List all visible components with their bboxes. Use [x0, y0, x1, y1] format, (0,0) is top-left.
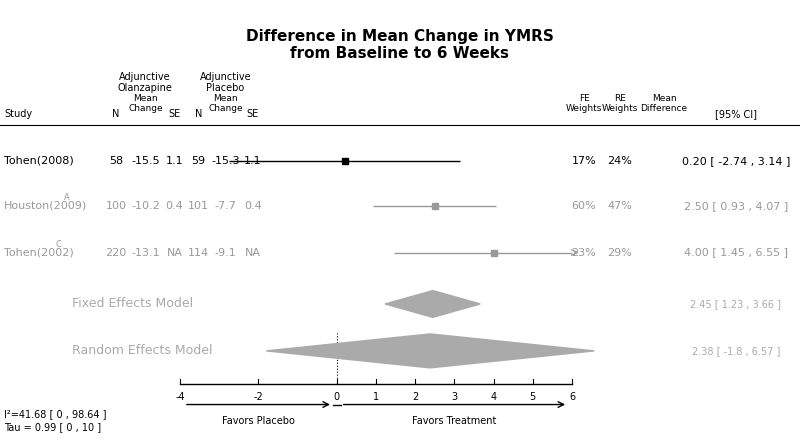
Text: 6: 6: [569, 392, 575, 402]
Text: Houston(2009): Houston(2009): [4, 201, 87, 211]
Text: 24%: 24%: [607, 156, 633, 166]
Text: NA: NA: [245, 248, 261, 257]
Text: -15.3: -15.3: [211, 156, 240, 166]
Text: Tohen(2002): Tohen(2002): [4, 248, 74, 257]
Text: FE
Weights: FE Weights: [566, 94, 602, 113]
Text: 100: 100: [106, 201, 126, 211]
Text: -2: -2: [254, 392, 263, 402]
Text: RE
Weights: RE Weights: [602, 94, 638, 113]
Text: Study: Study: [4, 109, 32, 119]
Text: Mean
Difference: Mean Difference: [641, 94, 687, 113]
Text: 2: 2: [412, 392, 418, 402]
Text: -10.2: -10.2: [131, 201, 160, 211]
Text: Favors Placebo: Favors Placebo: [222, 416, 295, 426]
Text: 0.4: 0.4: [244, 201, 262, 211]
Text: Random Effects Model: Random Effects Model: [72, 344, 213, 358]
Text: Favors Treatment: Favors Treatment: [412, 416, 497, 426]
Text: 23%: 23%: [572, 248, 596, 257]
Text: 47%: 47%: [607, 201, 633, 211]
Text: 1.1: 1.1: [244, 156, 262, 166]
Text: Difference in Mean Change in YMRS
from Baseline to 6 Weeks: Difference in Mean Change in YMRS from B…: [246, 29, 554, 61]
Polygon shape: [266, 334, 594, 368]
Text: I²=41.68 [ 0 , 98.64 ]: I²=41.68 [ 0 , 98.64 ]: [4, 409, 106, 419]
Text: 58: 58: [109, 156, 123, 166]
Text: 101: 101: [188, 201, 209, 211]
Text: SE: SE: [246, 109, 259, 119]
Text: 2.50 [ 0.93 , 4.07 ]: 2.50 [ 0.93 , 4.07 ]: [684, 201, 788, 211]
Text: N: N: [112, 109, 120, 119]
Text: 59: 59: [191, 156, 206, 166]
Text: 3: 3: [451, 392, 458, 402]
Text: Fixed Effects Model: Fixed Effects Model: [72, 297, 193, 311]
Text: 0.4: 0.4: [166, 201, 183, 211]
Text: A: A: [64, 193, 70, 202]
Text: Adjunctive
Olanzapine: Adjunctive Olanzapine: [118, 72, 173, 93]
Text: 4: 4: [490, 392, 497, 402]
Text: 1.1: 1.1: [166, 156, 183, 166]
Text: 0: 0: [334, 392, 340, 402]
Text: Mean
Change: Mean Change: [128, 94, 163, 113]
Text: Tohen(2008): Tohen(2008): [4, 156, 74, 166]
Text: NA: NA: [166, 248, 182, 257]
Polygon shape: [385, 291, 480, 317]
Text: 2.45 [ 1.23 , 3.66 ]: 2.45 [ 1.23 , 3.66 ]: [690, 299, 782, 309]
Text: SE: SE: [168, 109, 181, 119]
Text: 4.00 [ 1.45 , 6.55 ]: 4.00 [ 1.45 , 6.55 ]: [684, 248, 788, 257]
Text: 1: 1: [373, 392, 379, 402]
Text: -13.1: -13.1: [131, 248, 160, 257]
Text: Mean
Change: Mean Change: [208, 94, 243, 113]
Text: 60%: 60%: [572, 201, 596, 211]
Text: 5: 5: [530, 392, 536, 402]
Text: 114: 114: [188, 248, 209, 257]
Text: -9.1: -9.1: [214, 248, 237, 257]
Text: -4: -4: [175, 392, 185, 402]
Text: 2.38 [ -1.8 , 6.57 ]: 2.38 [ -1.8 , 6.57 ]: [692, 346, 780, 356]
Text: Adjunctive
Placebo: Adjunctive Placebo: [200, 72, 251, 93]
Text: -7.7: -7.7: [214, 201, 237, 211]
Text: 0.20 [ -2.74 , 3.14 ]: 0.20 [ -2.74 , 3.14 ]: [682, 156, 790, 166]
Text: C: C: [55, 240, 61, 249]
Text: Tau = 0.99 [ 0 , 10 ]: Tau = 0.99 [ 0 , 10 ]: [4, 422, 101, 432]
Text: 29%: 29%: [607, 248, 633, 257]
Text: [95% CI]: [95% CI]: [715, 109, 757, 119]
Text: N: N: [194, 109, 202, 119]
Text: 220: 220: [106, 248, 126, 257]
Text: 17%: 17%: [572, 156, 596, 166]
Text: -15.5: -15.5: [131, 156, 160, 166]
